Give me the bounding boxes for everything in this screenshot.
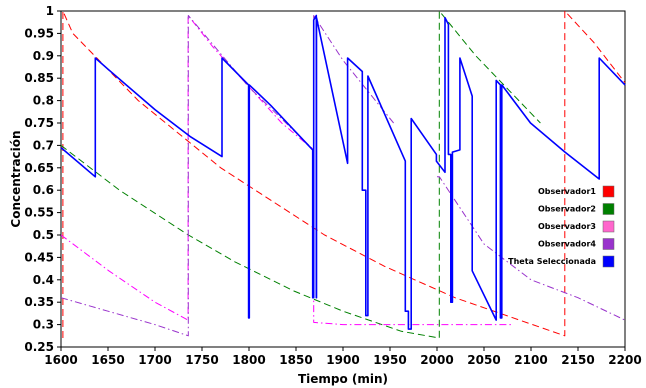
y-tick-label: 0.75 [24,116,54,130]
legend-label: Observador1 [538,187,596,196]
y-tick-label: 0.7 [33,138,54,152]
y-tick-label: 0.95 [24,26,54,40]
x-tick-label: 1600 [44,353,77,367]
y-tick-label: 0.5 [33,228,54,242]
legend-swatch [602,203,615,215]
y-tick-label: 0.65 [24,161,54,175]
legend-swatch [602,238,615,250]
y-tick-label: 0.25 [24,340,54,354]
legend-label: Theta Seleccionada [508,257,596,266]
y-tick-label: 0.3 [33,318,54,332]
x-tick-label: 2000 [420,353,453,367]
y-tick-label: 0.8 [33,94,54,108]
y-tick-label: 0.6 [33,183,54,197]
x-tick-label: 1900 [326,353,359,367]
x-tick-label: 2100 [514,353,547,367]
y-tick-label: 0.55 [24,206,54,220]
y-axis-label: Concentración [9,130,23,227]
y-axis: 0.25 0.3 0.35 0.4 0.45 0.5 0.55 0.6 0.65 0.7 0.75 0… [24,4,61,354]
series-line-observador3 [60,15,513,326]
y-tick-label: 0.4 [33,273,54,287]
y-tick-label: 0.85 [24,71,54,85]
x-tick-label: 1800 [232,353,265,367]
plot-frame [60,10,626,348]
y-tick-label: 1 [46,4,54,18]
legend-swatch [602,185,615,198]
x-tick-label: 1650 [91,353,124,367]
series-line-theta-seleccionada [60,14,626,330]
legend-swatch [602,255,615,268]
series-line-observador1 [62,10,626,338]
x-axis: 1600 1650 1700 1750 1800 1850 1900 1950 2000 2050… [44,347,642,367]
x-axis-label: Tiempo (min) [298,372,388,386]
y-tick-label: 0.45 [24,250,54,264]
legend: Observador1 Observador2 Observador3 Observa… [508,185,615,268]
x-tick-label: 2050 [467,353,500,367]
x-tick-label: 2200 [608,353,641,367]
legend-label: Observador4 [538,240,596,249]
y-tick-label: 0.35 [24,295,54,309]
x-tick-label: 1750 [185,353,218,367]
x-tick-label: 1850 [279,353,312,367]
legend-swatch [602,220,615,233]
legend-label: Observador3 [538,222,596,231]
x-tick-label: 1950 [373,353,406,367]
series-layer [60,10,626,339]
x-tick-label: 2150 [561,353,594,367]
series-line-observador2 [60,10,541,339]
series-line-observador4 [60,15,626,337]
x-tick-label: 1700 [138,353,171,367]
y-tick-label: 0.9 [33,49,54,63]
legend-label: Observador2 [538,205,596,214]
